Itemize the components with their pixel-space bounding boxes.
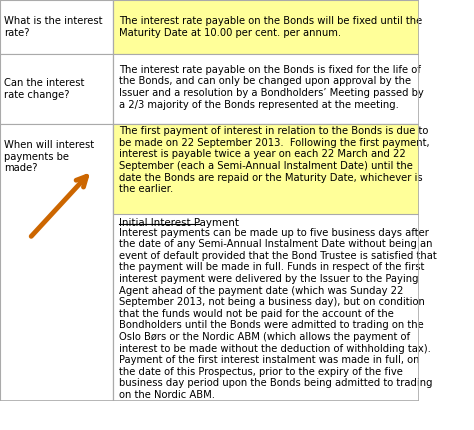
Text: The interest rate payable on the Bonds will be fixed until the
Maturity Date at : The interest rate payable on the Bonds w… bbox=[119, 16, 423, 38]
Text: The interest rate payable on the Bonds is fixed for the life of
the Bonds, and c: The interest rate payable on the Bonds i… bbox=[119, 65, 424, 110]
Text: The first payment of interest in relation to the Bonds is due to
be made on 22 S: The first payment of interest in relatio… bbox=[119, 126, 430, 194]
Text: When will interest
payments be
made?: When will interest payments be made? bbox=[4, 140, 94, 173]
Bar bbox=[113, 54, 419, 124]
Bar bbox=[113, 124, 419, 214]
Bar bbox=[0, 124, 113, 401]
Text: Initial Interest Payment: Initial Interest Payment bbox=[119, 218, 239, 227]
Bar bbox=[113, 124, 419, 401]
Bar bbox=[0, 54, 113, 124]
Bar bbox=[113, 0, 419, 54]
Text: What is the interest
rate?: What is the interest rate? bbox=[4, 16, 103, 38]
Text: Can the interest
rate change?: Can the interest rate change? bbox=[4, 78, 84, 100]
Text: Interest payments can be made up to five business days after
the date of any Sem: Interest payments can be made up to five… bbox=[119, 227, 437, 400]
Bar bbox=[0, 0, 113, 54]
